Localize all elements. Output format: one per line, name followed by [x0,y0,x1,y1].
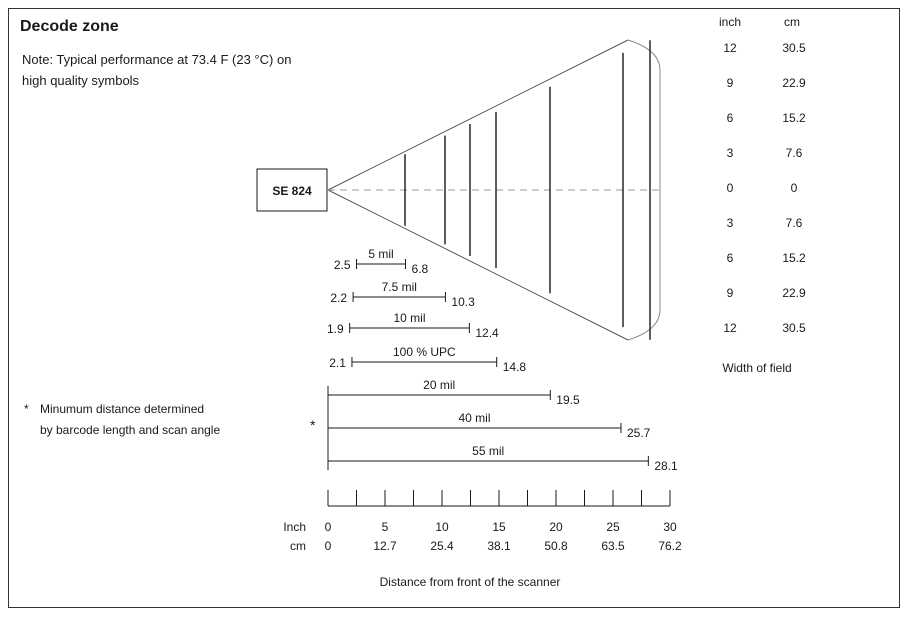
range-bar: 100 % UPC 2.1 14.8 [329,345,526,374]
width-row-inch: 9 [727,286,734,300]
width-row-inch: 0 [727,181,734,195]
range-max-value: 14.8 [503,360,527,374]
axis-inch-tick-label: 0 [325,520,332,534]
axis-inch-tick-label: 20 [549,520,563,534]
width-row-cm: 7.6 [786,216,803,230]
range-bar: 5 mil 2.5 6.8 [334,247,429,276]
footnote-line-2: by barcode length and scan angle [40,423,220,437]
note-line-1: Note: Typical performance at 73.4 F (23 … [22,52,291,67]
page-title: Decode zone [20,18,119,35]
range-bar: 10 mil 1.9 12.4 [327,311,499,340]
range-bar: 20 mil 19.5 [327,378,580,407]
width-row-cm: 22.9 [782,286,806,300]
range-label: 40 mil [458,411,490,425]
width-row-inch: 12 [723,321,737,335]
range-max-value: 28.1 [654,459,678,473]
range-label: 10 mil [394,311,426,325]
width-row-cm: 15.2 [782,111,806,125]
range-asterisk: * [310,417,316,433]
width-of-field-table: inch cm 12 30.5 9 22.9 6 15.2 3 7.6 0 0 3 7.6 6 15.2 9… [719,15,806,375]
axis-cm-tick-label: 38.1 [487,539,511,553]
range-label: 20 mil [423,378,455,392]
cone-upper-edge [327,39,629,191]
width-row-inch: 3 [727,146,734,160]
width-row-inch: 3 [727,216,734,230]
note-line-2: high quality symbols [22,73,140,88]
cone-far-edge [627,39,661,341]
range-label: 5 mil [368,247,393,261]
width-row-cm: 22.9 [782,76,806,90]
width-row-cm: 30.5 [782,41,806,55]
range-min-value: 1.9 [327,322,344,336]
distance-axis-title: Distance from front of the scanner [380,575,561,589]
axis-inch-tick-label: 25 [606,520,620,534]
axis-cm-tick-label: 0 [325,539,332,553]
range-max-value: 25.7 [627,426,651,440]
range-label: 100 % UPC [393,345,456,359]
width-header-inch: inch [719,15,741,29]
axis-cm-tick-label: 12.7 [373,539,397,553]
axis-cm-tick-label: 63.5 [601,539,625,553]
width-row-inch: 6 [727,251,734,265]
range-max-value: 12.4 [475,326,499,340]
scanner-box [256,168,328,212]
width-footer: Width of field [722,361,791,375]
range-label: 55 mil [472,444,504,458]
range-max-value: 6.8 [412,262,429,276]
range-max-value: 10.3 [451,295,475,309]
axis-cm-tick-label: 76.2 [658,539,682,553]
width-row-cm: 0 [791,181,798,195]
diagram-frame [8,8,900,608]
range-bar: 7.5 mil 2.2 10.3 [330,280,475,309]
cone-lower-edge [327,189,629,341]
range-min-value: 2.2 [330,291,347,305]
field-width-lines [404,40,651,340]
width-row-inch: 12 [723,41,737,55]
footnote-asterisk: * [24,402,29,416]
distance-axis: 0 5 10 15 20 25 30 0 12.7 25.4 38.1 50.8 63.5 76.2 [325,490,682,553]
axis-inch-label: Inch [283,520,306,534]
range-max-value: 19.5 [556,393,580,407]
axis-inch-tick-label: 5 [382,520,389,534]
axis-cm-tick-label: 25.4 [430,539,454,553]
axis-inch-tick-label: 30 [663,520,677,534]
range-min-value: 2.1 [329,356,346,370]
width-header-cm: cm [784,15,800,29]
footnote-line-1: Minumum distance determined [40,402,204,416]
width-row-inch: 6 [727,111,734,125]
width-row-cm: 15.2 [782,251,806,265]
axis-cm-tick-label: 50.8 [544,539,568,553]
scanner-label: SE 824 [272,184,312,198]
width-row-cm: 30.5 [782,321,806,335]
width-row-cm: 7.6 [786,146,803,160]
axis-inch-tick-label: 15 [492,520,506,534]
width-row-inch: 9 [727,76,734,90]
range-label: 7.5 mil [382,280,417,294]
range-bar: 55 mil 28.1 [327,444,678,473]
axis-inch-tick-label: 10 [435,520,449,534]
axis-cm-label: cm [290,539,306,553]
decode-cone [327,39,661,341]
range-bar: 40 mil 25.7 [327,411,651,440]
range-min-value: 2.5 [334,258,351,272]
